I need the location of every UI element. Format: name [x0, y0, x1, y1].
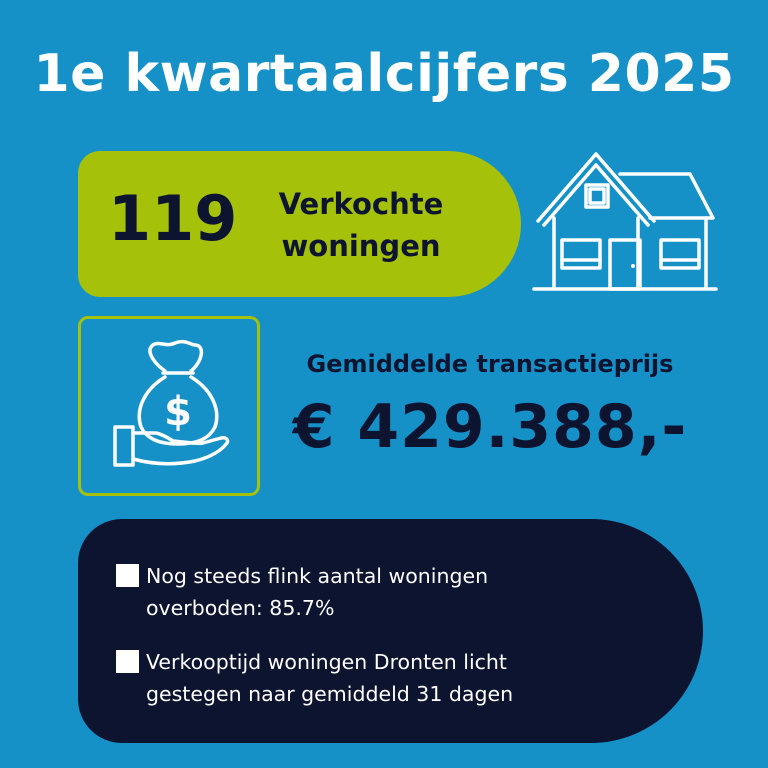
- bullet-square-icon: [116, 564, 139, 587]
- money-bag-hand-icon: $: [113, 339, 230, 467]
- sales-count: 119: [108, 182, 238, 255]
- bullet-1-line1: Nog steeds flink aantal woningen: [146, 564, 489, 588]
- bullet-2-line2: gestegen naar gemiddeld 31 dagen: [146, 682, 514, 706]
- bullet-1-line2: overboden: 85.7%: [146, 596, 335, 620]
- sales-label-line2: woningen: [281, 229, 441, 263]
- page-title: 1e kwartaalcijfers 2025: [33, 44, 735, 104]
- average-price-value: € 429.388,-: [292, 392, 688, 462]
- dollar-sign-icon: $: [164, 389, 192, 435]
- house-icon: [532, 152, 718, 291]
- sales-label-line1: Verkochte: [278, 187, 444, 221]
- bullet-2-line1: Verkooptijd woningen Dronten licht: [146, 650, 507, 674]
- notes-panel: [78, 519, 703, 743]
- sales-count-panel: [78, 151, 521, 297]
- money-icon-box: $: [78, 316, 260, 496]
- bullet-square-icon: [116, 650, 139, 673]
- sales-count-label: Verkochte woningen: [258, 183, 464, 267]
- average-price-label: Gemiddelde transactieprijs: [306, 350, 674, 378]
